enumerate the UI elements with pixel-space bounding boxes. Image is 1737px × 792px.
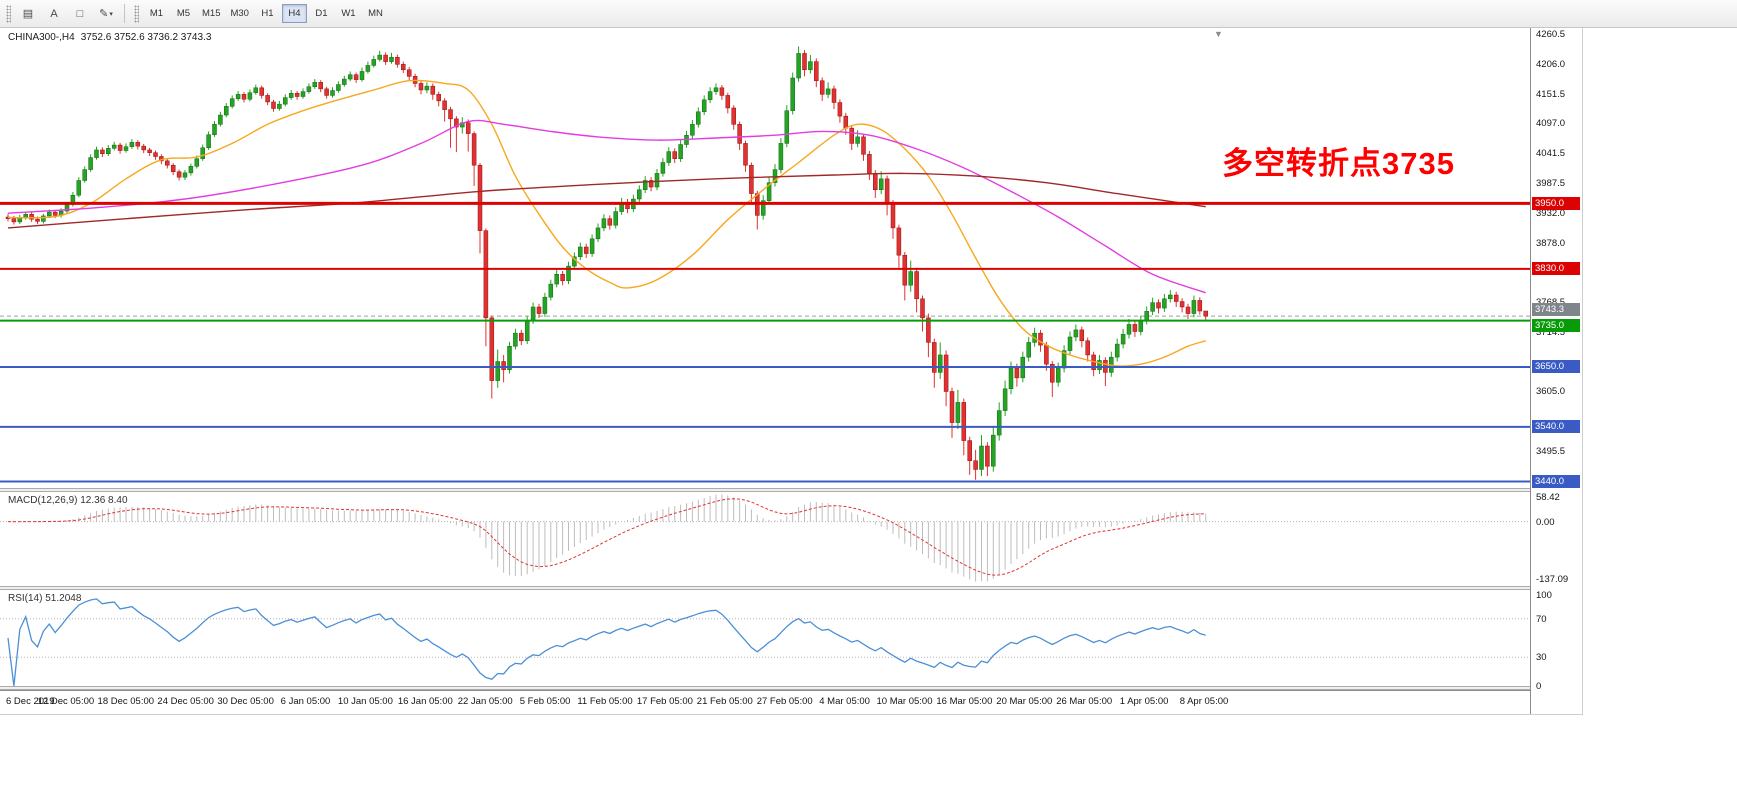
price-tick-label: 4041.5 [1536, 148, 1566, 160]
price-tick-label: 3878.0 [1536, 237, 1566, 249]
macd-signal-line [7, 498, 1206, 576]
chart-title: CHINA300-,H4 3752.6 3752.6 3736.2 3743.3 [8, 32, 211, 43]
toolbar-grip-handle[interactable] [6, 4, 11, 23]
rsi-axis-label: 100 [1536, 590, 1552, 601]
time-axis[interactable]: 6 Dec 2019 12 Dec 05:00 18 Dec 05:00 24 Dec… [0, 690, 1530, 714]
price-tick-label: 4260.5 [1536, 29, 1566, 41]
toolbar: ▤ A □ ✎ ▾ M1 M5 M15 M30 H1 H4 D1 W1 MN [0, 0, 1737, 28]
price-tick-label: 4206.0 [1536, 58, 1566, 70]
text-tool-icon[interactable]: A [50, 7, 58, 20]
symbol-period-label: CHINA300-,H4 [8, 32, 75, 43]
rsi-label: RSI(14) 51.2048 [8, 593, 82, 604]
timeframe-button-m5[interactable]: M5 [176, 8, 191, 19]
macd-histogram [13, 494, 1207, 582]
timeframe-button-d1[interactable]: D1 [315, 8, 328, 19]
time-label: 10 Jan 05:00 [337, 696, 393, 707]
chart-window[interactable]: CHINA300-,H4 3752.6 3752.6 3736.2 3743.3… [0, 28, 1583, 715]
ma-fast-line [7, 79, 1206, 367]
macd-axis-label: 0.00 [1536, 516, 1555, 528]
macd-axis-label: 58.42 [1536, 492, 1560, 504]
time-label: 16 Mar 05:00 [936, 696, 993, 707]
time-label: 16 Jan 05:00 [397, 696, 453, 707]
timeframe-button-h4[interactable]: H4 [281, 4, 307, 23]
price-line-badge: 3650.0 [1532, 360, 1580, 374]
time-label: 10 Mar 05:00 [876, 696, 933, 707]
timeframe-button-m15[interactable]: M15 [202, 8, 221, 19]
timeframe-button-h1[interactable]: H1 [261, 8, 274, 19]
time-label: 17 Feb 05:00 [636, 696, 693, 707]
time-label: 20 Mar 05:00 [996, 696, 1053, 707]
shapes-tool-icon[interactable]: □ [76, 7, 84, 20]
chart-canvas[interactable] [0, 28, 1530, 690]
price-axis[interactable]: 4260.5 4206.0 4151.5 4097.0 4041.5 3987.5 3932… [1530, 28, 1582, 714]
time-label: 18 Dec 05:00 [97, 696, 155, 707]
timeframe-button-w1[interactable]: W1 [341, 8, 356, 19]
panel-separator-bottom[interactable] [0, 686, 1582, 690]
chart-annotation-text[interactable]: 多空转折点3735 [1222, 146, 1455, 181]
time-label: 6 Dec 2019 [6, 696, 55, 707]
price-line-badge: 3440.0 [1532, 474, 1580, 488]
panel-separator-macd[interactable] [0, 488, 1582, 492]
dropdown-caret-icon: ▾ [109, 10, 113, 18]
time-label: 26 Mar 05:00 [1056, 696, 1113, 707]
time-label: 6 Jan 05:00 [280, 696, 331, 707]
macd-axis-label: -137.09 [1536, 574, 1569, 586]
rsi-axis-label: 30 [1536, 652, 1547, 664]
macd-label: MACD(12,26,9) 12.36 8.40 [8, 495, 128, 506]
price-tick-label: 3932.0 [1536, 208, 1566, 220]
time-label: 5 Feb 05:00 [519, 696, 571, 707]
price-tick-label: 3495.5 [1536, 446, 1566, 458]
ma-slow-line [7, 172, 1206, 229]
timeframe-button-m30[interactable]: M30 [230, 8, 249, 19]
price-tick-label: 3605.0 [1536, 386, 1566, 398]
bid-price-badge: 3743.3 [1532, 303, 1580, 317]
rsi-line [7, 598, 1206, 687]
time-label: 24 Dec 05:00 [157, 696, 214, 707]
time-label: 21 Feb 05:00 [696, 696, 753, 707]
price-tick-label: 3768.5 [1536, 297, 1565, 308]
timeframe-button-mn[interactable]: MN [368, 8, 383, 19]
chart-grid-icon[interactable]: ▤ [22, 8, 34, 20]
panel-separator-rsi[interactable] [0, 586, 1582, 590]
price-tick-label: 4151.5 [1536, 88, 1566, 100]
timeframe-button-m1[interactable]: M1 [149, 8, 164, 19]
price-tick-label: 4097.0 [1536, 118, 1566, 130]
toolbar-grip-handle[interactable] [134, 4, 139, 23]
draw-tool-dropdown-icon[interactable]: ✎ ▾ [99, 8, 113, 20]
ma-mid-line [7, 119, 1206, 294]
time-label: 1 Apr 05:00 [1119, 696, 1169, 707]
time-label: 11 Feb 05:00 [577, 696, 633, 707]
candlestick-series [5, 46, 1208, 480]
toolbar-separator [124, 4, 125, 23]
price-line-badge: 3540.0 [1532, 420, 1580, 434]
price-tick-label: 3987.5 [1536, 177, 1566, 189]
chart-shift-marker-icon[interactable]: ▼ [1214, 29, 1223, 39]
time-label: 30 Dec 05:00 [217, 696, 274, 707]
time-label: 27 Feb 05:00 [756, 696, 813, 707]
time-label: 4 Mar 05:00 [819, 696, 870, 707]
price-tick-label: 3714.5 [1536, 326, 1566, 338]
time-label: 8 Apr 05:00 [1179, 696, 1229, 707]
price-line-badge: 3950.0 [1532, 196, 1580, 210]
ohlc-values-label: 3752.6 3752.6 3736.2 3743.3 [80, 32, 212, 43]
price-line-badge: 3735.0 [1532, 318, 1580, 332]
time-label: 12 Dec 05:00 [37, 696, 95, 707]
time-label: 22 Jan 05:00 [457, 696, 513, 707]
rsi-axis-label: 0 [1536, 681, 1542, 692]
rsi-axis-label: 70 [1536, 613, 1547, 625]
price-line-badge: 3830.0 [1532, 262, 1580, 276]
